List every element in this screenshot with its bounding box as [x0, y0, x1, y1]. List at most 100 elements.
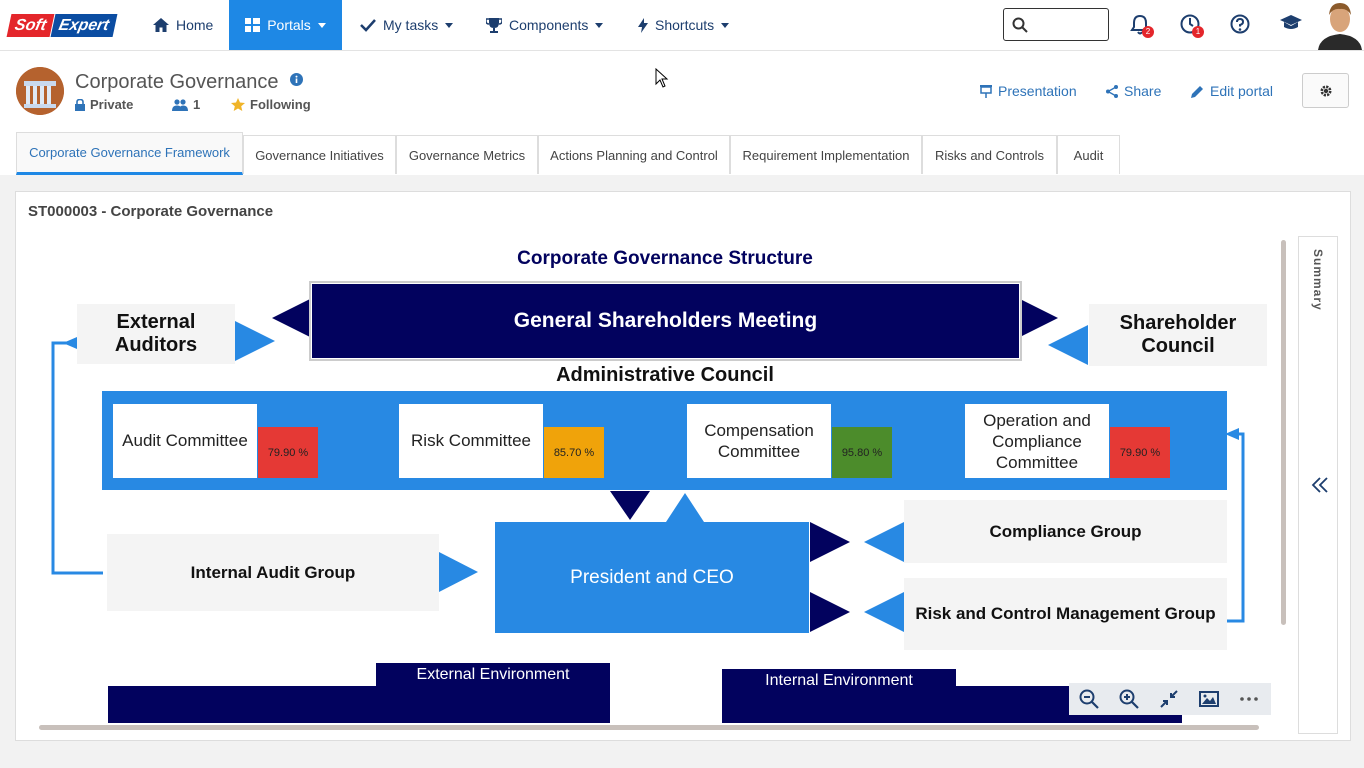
compensation-committee-label: Compensation Committee: [704, 421, 814, 461]
more-options-button[interactable]: [1229, 683, 1269, 715]
vertical-scrollbar[interactable]: [1281, 240, 1286, 625]
presentation-button[interactable]: Presentation: [980, 83, 1077, 99]
operation-compliance-committee-score[interactable]: 79.90 %: [1110, 427, 1170, 478]
settings-button[interactable]: [1302, 73, 1349, 108]
president-ceo-box[interactable]: President and CEO: [495, 522, 809, 633]
risk-control-group-box[interactable]: Risk and Control Management Group: [904, 578, 1227, 650]
chevron-down-icon: [317, 22, 326, 28]
tab-label: Governance Initiatives: [255, 147, 384, 163]
tab-corporate-governance-framework[interactable]: Corporate Governance Framework: [16, 132, 243, 175]
nav-portals[interactable]: Portals: [229, 0, 342, 50]
nav-home[interactable]: Home: [153, 0, 213, 50]
tab-risks-and-controls[interactable]: Risks and Controls: [922, 135, 1057, 174]
alerts-button[interactable]: 1: [1180, 14, 1204, 38]
governance-diagram: Corporate Governance Structure General S…: [30, 233, 1280, 723]
operation-compliance-committee-box[interactable]: [965, 404, 1109, 478]
fit-to-screen-button[interactable]: [1149, 683, 1189, 715]
shareholder-council-line1: Shareholder: [1119, 312, 1237, 334]
audit-committee-box[interactable]: [113, 404, 257, 478]
compliance-group-box[interactable]: Compliance Group: [904, 500, 1227, 563]
chevron-down-icon: [595, 22, 604, 28]
external-auditors-box[interactable]: External Auditors: [77, 304, 235, 364]
members-count[interactable]: 1: [172, 97, 200, 112]
chevron-down-icon: [721, 22, 730, 28]
diagram-title: Corporate Governance Structure: [517, 248, 813, 269]
administrative-council-label: Administrative Council: [556, 363, 774, 386]
compensation-committee-score[interactable]: 95.80 %: [832, 427, 892, 478]
softexpert-logo[interactable]: Soft Expert: [6, 14, 118, 37]
tab-actions-planning-and-control[interactable]: Actions Planning and Control: [538, 135, 730, 174]
nav-shortcuts[interactable]: Shortcuts: [638, 0, 730, 50]
logo-expert: Expert: [50, 14, 118, 37]
tab-label: Corporate Governance Framework: [29, 145, 230, 160]
zoom-in-button[interactable]: [1109, 683, 1149, 715]
pencil-icon: [1191, 85, 1203, 98]
risk-committee-label: Risk Committee: [411, 431, 531, 450]
star-icon: [231, 98, 245, 111]
shareholders-meeting-box[interactable]: General Shareholders Meeting: [312, 284, 1019, 358]
zoom-out-button[interactable]: [1069, 683, 1109, 715]
internal-audit-group-box[interactable]: Internal Audit Group: [107, 534, 439, 611]
horizontal-scrollbar[interactable]: [39, 725, 1259, 730]
portal-logo: [16, 67, 64, 115]
compress-icon: [1160, 690, 1178, 708]
gear-icon: [1320, 85, 1332, 97]
share-button[interactable]: Share: [1106, 83, 1161, 99]
graduation-cap-icon: [1280, 15, 1302, 29]
user-avatar[interactable]: [1316, 0, 1364, 50]
tab-governance-metrics[interactable]: Governance Metrics: [396, 135, 538, 174]
trophy-icon: [486, 17, 502, 33]
learning-button[interactable]: [1280, 14, 1302, 36]
nav-my-tasks[interactable]: My tasks: [360, 0, 454, 50]
tab-governance-initiatives[interactable]: Governance Initiatives: [243, 135, 396, 174]
edit-portal-button[interactable]: Edit portal: [1191, 83, 1273, 99]
top-bar: Soft Expert Home Portals My tasks Compon…: [0, 0, 1364, 51]
search-icon: [1012, 17, 1028, 33]
zoom-out-icon: [1079, 689, 1099, 709]
external-auditors-line1: External: [116, 311, 196, 333]
info-icon[interactable]: [290, 73, 304, 86]
logo-soft: Soft: [6, 14, 55, 37]
alerts-count-badge: 1: [1192, 26, 1204, 38]
export-image-button[interactable]: [1189, 683, 1229, 715]
external-auditors-line2: Auditors: [114, 334, 198, 356]
following-label: Following: [250, 97, 311, 112]
external-environment-box[interactable]: [108, 686, 610, 723]
risk-committee-score[interactable]: 85.70 %: [544, 427, 604, 478]
following-toggle[interactable]: Following: [231, 97, 311, 112]
audit-committee-score[interactable]: 79.90 %: [258, 427, 318, 478]
members-count-label: 1: [193, 97, 201, 112]
zoom-in-icon: [1119, 689, 1139, 709]
notifications-button[interactable]: 2: [1130, 14, 1154, 38]
double-chevron-left-icon[interactable]: [1311, 477, 1329, 493]
tab-label: Actions Planning and Control: [550, 147, 718, 163]
shareholder-council-box[interactable]: Shareholder Council: [1089, 304, 1267, 366]
tab-label: Audit: [1073, 147, 1104, 163]
search-box[interactable]: [1003, 8, 1109, 41]
nav-components[interactable]: Components: [486, 0, 604, 50]
bolt-icon: [638, 17, 648, 33]
lock-icon: [75, 98, 85, 111]
tab-requirement-implementation[interactable]: Requirement Implementation: [730, 135, 922, 174]
bell-icon: [1130, 14, 1150, 35]
share-icon: [1106, 84, 1118, 98]
nav-portals-label: Portals: [267, 17, 311, 33]
shareholders-meeting-frame: [309, 281, 1022, 361]
summary-panel[interactable]: Summary: [1298, 236, 1338, 734]
operation-compliance-committee-label: Operation and Compliance Committee: [983, 410, 1091, 472]
compensation-committee-box[interactable]: [687, 404, 831, 478]
mouse-cursor-icon: [655, 68, 669, 88]
nav-my-tasks-label: My tasks: [383, 17, 439, 33]
nav-home-label: Home: [176, 17, 214, 33]
image-icon: [1199, 691, 1219, 707]
risk-committee-box[interactable]: [399, 404, 543, 478]
privacy-label: Private: [90, 97, 134, 112]
privacy-status: Private: [75, 97, 133, 112]
chevron-down-icon: [445, 22, 454, 28]
help-button[interactable]: [1230, 14, 1252, 36]
tab-audit[interactable]: Audit: [1057, 135, 1120, 174]
edit-portal-label: Edit portal: [1210, 83, 1274, 99]
users-icon: [172, 98, 188, 111]
search-input[interactable]: [1034, 15, 1108, 32]
portal-title-text: Corporate Governance: [75, 71, 279, 93]
